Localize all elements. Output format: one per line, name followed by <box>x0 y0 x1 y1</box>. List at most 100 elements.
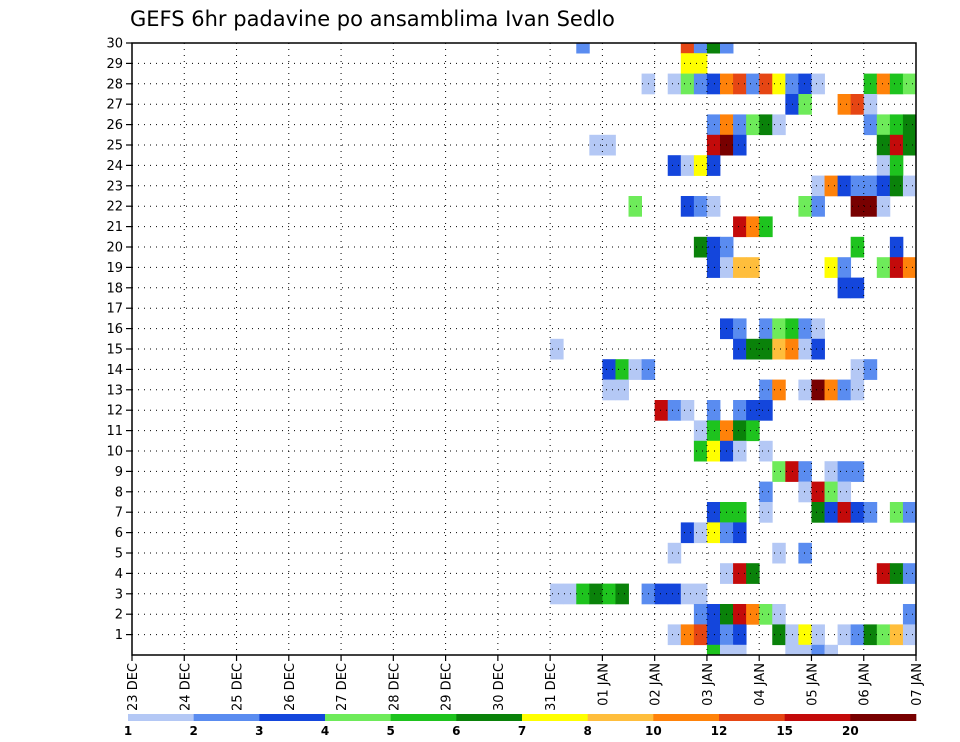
heatmap-cell <box>746 257 760 278</box>
legend-label: 4 <box>321 724 329 738</box>
y-tick-label: 27 <box>106 98 123 113</box>
heatmap-cell <box>759 318 773 340</box>
heatmap-cell <box>602 359 616 380</box>
heatmap-cell <box>720 644 734 656</box>
heatmap-cell <box>759 114 773 136</box>
heatmap-cell <box>798 73 812 95</box>
heatmap-cell <box>680 53 695 74</box>
heatmap-cell <box>889 257 904 278</box>
y-tick-label: 13 <box>106 383 123 398</box>
legend-label: 6 <box>452 724 460 738</box>
heatmap-cell <box>811 379 825 401</box>
y-tick-label: 20 <box>106 241 123 256</box>
y-tick-label: 9 <box>115 465 123 480</box>
heatmap-cell <box>824 644 838 656</box>
heatmap-cell <box>693 604 708 625</box>
heatmap-cell <box>824 481 838 503</box>
heatmap-cell <box>798 318 812 340</box>
heatmap-cell <box>811 73 825 95</box>
y-tick-label: 25 <box>106 139 123 154</box>
heatmap-cell <box>706 114 721 136</box>
legend-label: 8 <box>583 724 591 738</box>
heatmap-cell <box>733 522 747 544</box>
heatmap-cell <box>811 196 825 217</box>
x-tick-label: 27 DEC <box>335 663 350 711</box>
heatmap-cell <box>654 400 669 421</box>
heatmap-cell <box>837 461 852 482</box>
heatmap-cell <box>693 522 708 544</box>
heatmap-cell <box>759 481 773 503</box>
heatmap-cell <box>837 502 852 523</box>
heatmap-cells <box>550 43 917 656</box>
heatmap-cell <box>615 359 629 380</box>
legend-swatch <box>653 714 720 721</box>
legend-label: 20 <box>842 724 859 738</box>
heatmap-cell <box>576 43 590 54</box>
heatmap-cell <box>798 624 812 646</box>
legend-label: 15 <box>776 724 793 738</box>
x-tick-label: 05 JAN <box>805 663 820 706</box>
x-tick-label: 01 JAN <box>596 663 611 706</box>
legend-label: 1 <box>124 724 132 738</box>
y-tick-label: 19 <box>106 261 123 276</box>
heatmap-cell <box>889 175 904 197</box>
heatmap-cell <box>667 624 682 646</box>
heatmap-cell <box>706 604 721 625</box>
heatmap-cell <box>889 563 904 584</box>
heatmap-cell <box>889 502 904 523</box>
heatmap-cell <box>772 624 786 646</box>
x-tick-label: 30 DEC <box>492 663 507 711</box>
heatmap-cell <box>680 400 695 421</box>
legend-swatch <box>784 714 851 721</box>
heatmap-cell <box>576 583 590 605</box>
heatmap-cell <box>693 196 708 217</box>
heatmap-cell <box>876 134 891 156</box>
heatmap-cell <box>733 644 747 656</box>
heatmap-cell <box>772 542 786 564</box>
y-tick-label: 5 <box>115 547 123 562</box>
heatmap-cell <box>706 522 721 544</box>
heatmap-cell <box>733 114 747 136</box>
heatmap-cell <box>837 624 852 646</box>
heatmap-cell <box>902 175 917 197</box>
legend-swatch <box>719 714 785 721</box>
heatmap-cell <box>850 236 865 258</box>
legend-label: 2 <box>189 724 197 738</box>
heatmap-cell <box>746 216 760 238</box>
heatmap-cell <box>798 481 812 503</box>
heatmap-cell <box>785 644 799 656</box>
x-tick-label: 23 DEC <box>126 663 141 711</box>
heatmap-cell <box>563 583 577 605</box>
x-tick-label: 06 JAN <box>858 663 873 706</box>
heatmap-cell <box>693 73 708 95</box>
heatmap-cell <box>733 338 747 360</box>
chart-title: GEFS 6hr padavine po ansamblima Ivan Sed… <box>130 7 615 31</box>
heatmap-cell <box>902 563 917 584</box>
y-tick-label: 1 <box>115 628 123 643</box>
heatmap-cell <box>850 624 865 646</box>
legend-swatch <box>390 714 457 721</box>
heatmap-cell <box>798 644 812 656</box>
heatmap-cell <box>772 604 786 625</box>
heatmap-cell <box>733 440 747 462</box>
x-tick-label: 28 DEC <box>387 663 402 711</box>
heatmap-cell <box>798 461 812 482</box>
heatmap-cell <box>798 338 812 360</box>
legend-label: 12 <box>711 724 728 738</box>
x-tick-label: 03 JAN <box>701 663 716 706</box>
heatmap-cell <box>706 420 721 442</box>
legend-label: 7 <box>518 724 526 738</box>
legend-swatch <box>259 714 326 721</box>
heatmap-cell <box>902 624 917 646</box>
y-tick-label: 15 <box>106 343 123 358</box>
y-tick-label: 16 <box>106 322 123 337</box>
heatmap-cell <box>733 318 747 340</box>
heatmap-cell <box>837 257 852 278</box>
heatmap-cell <box>746 604 760 625</box>
y-tick-label: 29 <box>106 57 123 72</box>
heatmap-cell <box>602 134 616 156</box>
heatmap-cell <box>837 175 852 197</box>
x-tick-label: 25 DEC <box>231 663 246 711</box>
heatmap-cell <box>706 257 721 278</box>
heatmap-cell <box>706 502 721 523</box>
